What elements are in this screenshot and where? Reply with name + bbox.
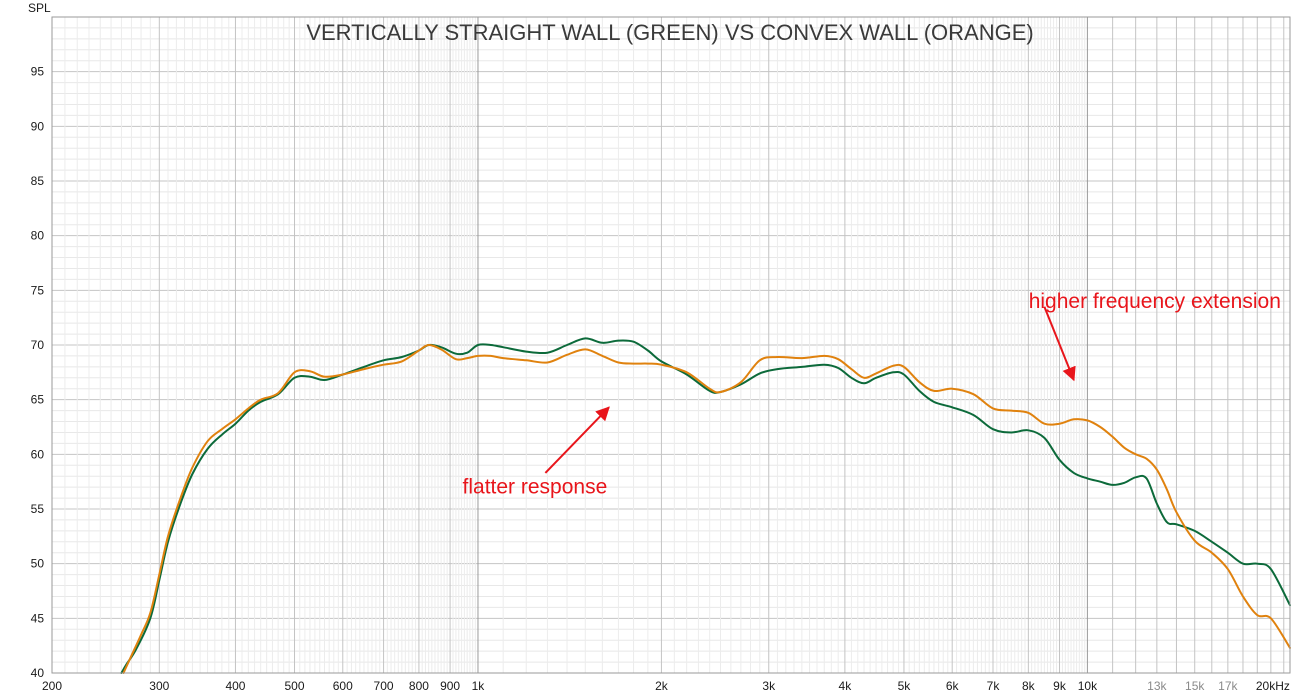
annotation-label: flatter response: [463, 476, 608, 499]
x-tick-label: 800: [409, 679, 429, 693]
x-tick-label: 6k: [946, 679, 960, 693]
y-tick-label: 55: [31, 502, 45, 516]
annotation-layer: flatter response higher frequency extensi…: [463, 290, 1281, 499]
annotation-arrow: [544, 406, 610, 474]
x-tick-label: 1k: [472, 679, 486, 693]
x-tick-label: 9k: [1053, 679, 1067, 693]
x-tick-label: 10k: [1078, 679, 1098, 693]
y-tick-label: 50: [31, 557, 45, 571]
series-layer: [120, 337, 1291, 674]
x-tick-label: 4k: [839, 679, 853, 693]
x-tick-label: 900: [440, 679, 460, 693]
chart-title: VERTICALLY STRAIGHT WALL (GREEN) VS CONV…: [306, 20, 1033, 45]
y-tick-label: 95: [31, 65, 45, 79]
y-tick-label: 45: [31, 611, 45, 625]
annotation-label: higher frequency extension: [1029, 290, 1281, 313]
x-tick-label: 3k: [762, 679, 776, 693]
x-tick-label: 13k: [1147, 679, 1167, 693]
x-tick-label: 700: [374, 679, 394, 693]
x-tick-label: 2k: [655, 679, 669, 693]
x-tick-label: 400: [225, 679, 245, 693]
x-tick-label: 15k: [1185, 679, 1205, 693]
plot-frame: [51, 16, 1291, 674]
x-tick-label: 7k: [987, 679, 1001, 693]
y-tick-label: 70: [31, 338, 45, 352]
x-tick-label: 5k: [898, 679, 912, 693]
x-tick-label: 500: [285, 679, 305, 693]
series-line-orange: [122, 343, 1291, 674]
x-tick-label: 17k: [1218, 679, 1238, 693]
y-tick-label: 65: [31, 393, 45, 407]
x-tick-label: 600: [333, 679, 353, 693]
y-tick-label: 85: [31, 174, 45, 188]
y-tick-label: 80: [31, 229, 45, 243]
y-tick-label: 40: [31, 666, 45, 680]
grid-layer: [51, 16, 1290, 674]
y-tick-label: 90: [31, 119, 45, 133]
y-axis-label: SPL: [28, 1, 51, 15]
annotation-arrow: [1043, 306, 1076, 382]
x-tick-label: 300: [149, 679, 169, 693]
tick-layer: 200 300 400 500 600 700 800 900 1k 2k 3k 4k 5k 6k 7k 8k…: [31, 65, 1290, 693]
x-tick-label: 8k: [1022, 679, 1036, 693]
x-tick-label: 200: [42, 679, 62, 693]
x-tick-label: 20kHz: [1256, 679, 1290, 693]
y-tick-label: 75: [31, 283, 45, 297]
y-tick-label: 60: [31, 447, 45, 461]
